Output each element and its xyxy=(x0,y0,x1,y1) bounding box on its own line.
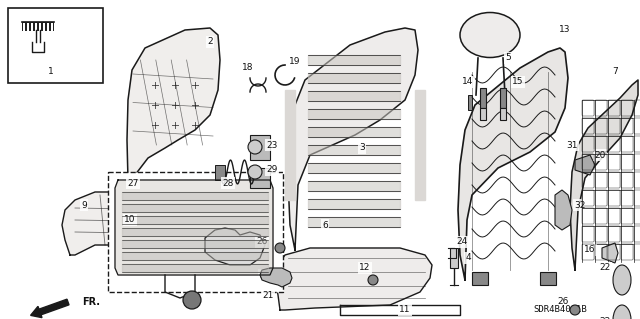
Polygon shape xyxy=(555,190,572,230)
Text: 28: 28 xyxy=(222,179,234,188)
Polygon shape xyxy=(500,95,504,110)
Text: 22: 22 xyxy=(600,263,611,272)
Text: 23: 23 xyxy=(266,140,278,150)
Text: 14: 14 xyxy=(462,78,474,86)
Text: 26: 26 xyxy=(557,298,569,307)
Text: 19: 19 xyxy=(289,57,301,66)
Polygon shape xyxy=(285,90,295,200)
Circle shape xyxy=(275,243,285,253)
Text: 7: 7 xyxy=(612,68,618,77)
Text: 6: 6 xyxy=(322,220,328,229)
Text: 21: 21 xyxy=(262,291,274,300)
Circle shape xyxy=(368,275,378,285)
Polygon shape xyxy=(602,243,618,263)
Text: 11: 11 xyxy=(399,306,411,315)
Polygon shape xyxy=(500,108,506,120)
Circle shape xyxy=(248,165,262,179)
Circle shape xyxy=(183,291,201,309)
Polygon shape xyxy=(250,168,270,188)
Polygon shape xyxy=(415,90,425,200)
Polygon shape xyxy=(472,272,488,285)
Text: 18: 18 xyxy=(243,63,253,72)
Polygon shape xyxy=(127,28,220,205)
Circle shape xyxy=(570,305,580,315)
Text: 32: 32 xyxy=(574,201,586,210)
Polygon shape xyxy=(115,180,273,275)
Polygon shape xyxy=(288,28,418,250)
Text: 12: 12 xyxy=(359,263,371,272)
Bar xyxy=(8,8,103,83)
Text: 3: 3 xyxy=(359,144,365,152)
Polygon shape xyxy=(250,135,270,160)
Polygon shape xyxy=(480,88,486,108)
Text: 24: 24 xyxy=(259,271,271,279)
Text: 13: 13 xyxy=(559,26,571,34)
Polygon shape xyxy=(500,88,506,108)
Text: 5: 5 xyxy=(505,54,511,63)
Polygon shape xyxy=(260,268,292,287)
Polygon shape xyxy=(458,48,568,280)
Text: 9: 9 xyxy=(81,201,87,210)
Ellipse shape xyxy=(613,305,631,319)
Text: 1: 1 xyxy=(48,67,54,76)
Polygon shape xyxy=(450,248,458,268)
Polygon shape xyxy=(575,155,595,175)
FancyArrow shape xyxy=(31,299,69,318)
Polygon shape xyxy=(215,165,225,180)
Text: 29: 29 xyxy=(266,166,278,174)
Text: 26: 26 xyxy=(256,238,268,247)
Text: 2: 2 xyxy=(207,38,213,47)
Bar xyxy=(108,172,283,292)
Polygon shape xyxy=(480,108,486,120)
Text: 24: 24 xyxy=(456,238,468,247)
Polygon shape xyxy=(275,248,432,310)
Text: FR.: FR. xyxy=(82,297,100,307)
Circle shape xyxy=(248,140,262,154)
Text: 22: 22 xyxy=(600,317,611,319)
Text: 27: 27 xyxy=(127,179,139,188)
Polygon shape xyxy=(62,192,200,255)
Text: 4: 4 xyxy=(465,254,471,263)
Text: 10: 10 xyxy=(124,216,136,225)
Ellipse shape xyxy=(460,12,520,57)
Polygon shape xyxy=(468,95,472,110)
Text: 20: 20 xyxy=(595,151,605,160)
Text: 16: 16 xyxy=(584,246,596,255)
Polygon shape xyxy=(205,228,265,265)
Ellipse shape xyxy=(613,265,631,295)
Text: 31: 31 xyxy=(566,140,578,150)
Polygon shape xyxy=(570,80,638,270)
Text: SDR4B4001B: SDR4B4001B xyxy=(533,306,587,315)
Text: 15: 15 xyxy=(512,78,524,86)
Polygon shape xyxy=(540,272,556,285)
